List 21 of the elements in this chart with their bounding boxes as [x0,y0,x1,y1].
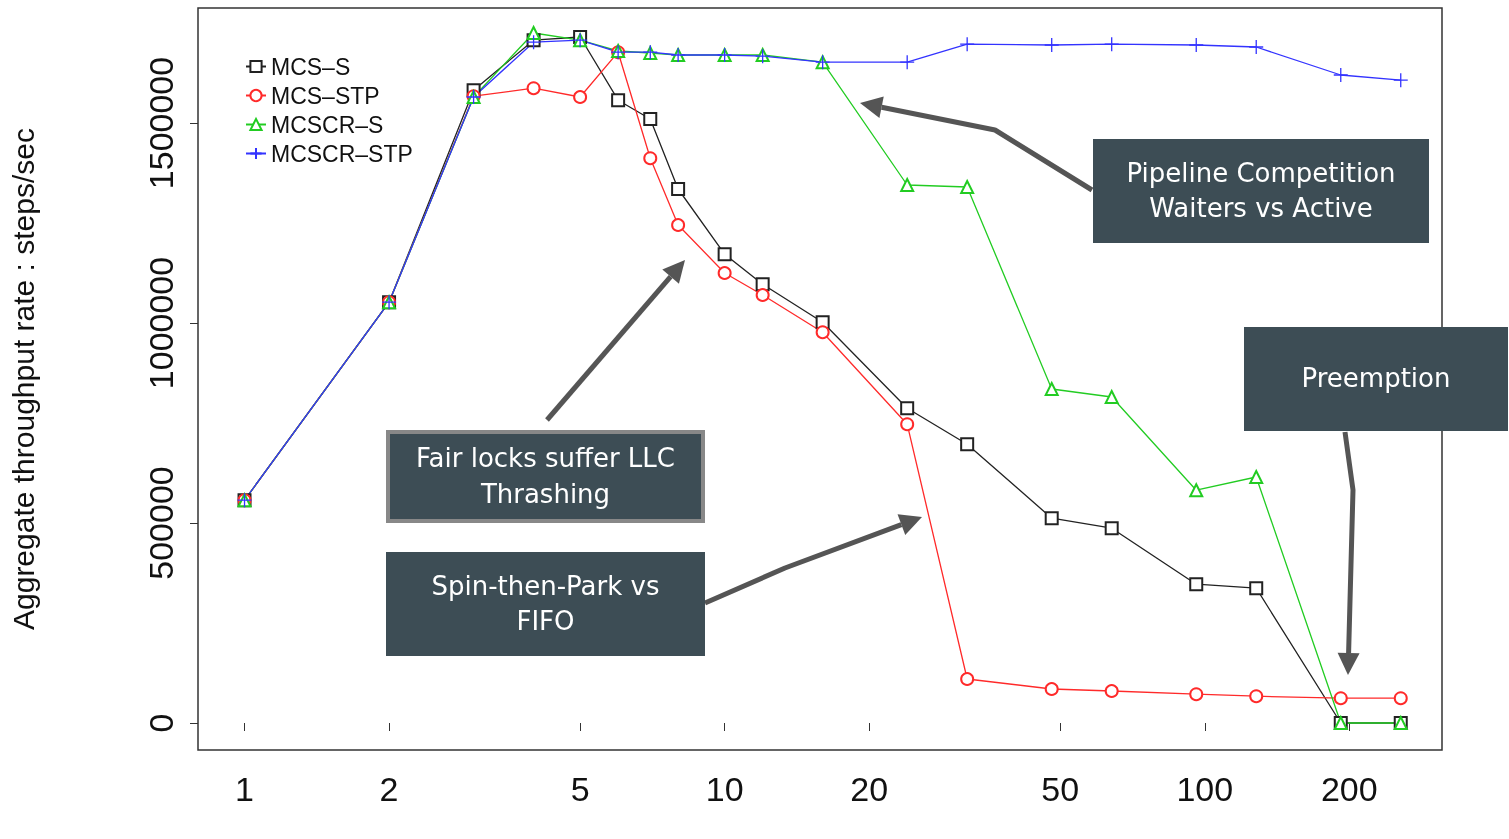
x-tick-label: 2 [379,770,399,808]
x-tick-label: 1 [235,770,254,808]
x-tick-label: 5 [570,770,590,808]
x-tick-label: 100 [1176,770,1234,808]
x-tick-label: 20 [850,770,889,808]
y-tick-label: 1500000 [142,56,180,190]
y-tick-label: 500000 [142,466,180,580]
y-tick-label: 1000000 [142,256,180,390]
legend-label: MCS–STP [271,82,380,109]
legend-label: MCSCR–STP [271,140,413,167]
x-tick-label: 50 [1041,770,1080,808]
callout-box: Pipeline Competition Waiters vs Active [1093,139,1429,243]
callout-box: Preemption [1244,327,1508,431]
legend-label: MCS–S [271,53,351,80]
callout-box: Fair locks suffer LLC Thrashing [386,430,705,523]
legend-label: MCSCR–S [271,111,384,138]
y-axis-title: Aggregate throughput rate : steps/sec [6,128,40,630]
x-tick-label: 10 [705,770,744,808]
x-tick-label: 200 [1320,770,1378,808]
y-tick-label: 0 [142,713,180,733]
callout-box: Spin-then-Park vs FIFO [386,552,705,656]
